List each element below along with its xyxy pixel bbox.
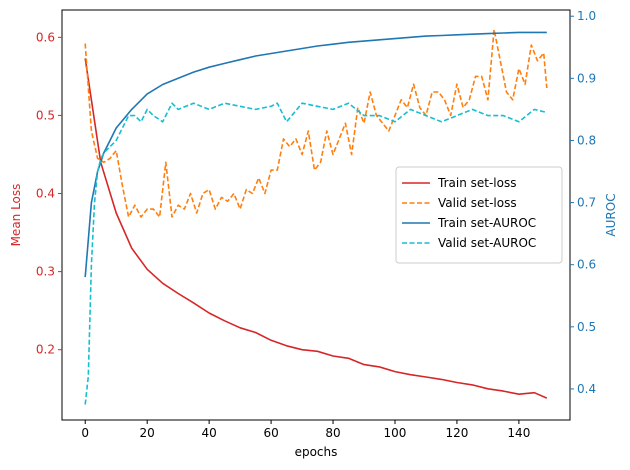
y-left-tick-label: 0.6 (36, 30, 55, 44)
x-tick-label: 60 (263, 426, 278, 440)
y-right-tick-label: 0.7 (577, 196, 596, 210)
x-tick-label: 0 (81, 426, 89, 440)
series-line-valid-set-auroc (84, 102, 547, 405)
x-axis: 0 20 40 60 80 100 120 140 (81, 420, 530, 440)
y-right-tick-label: 0.6 (577, 258, 596, 272)
y-axis-left: 0.2 0.3 0.4 0.5 0.6 (36, 30, 62, 357)
y-axis-left-title: Mean Loss (9, 184, 23, 247)
y-left-tick-label: 0.2 (36, 343, 55, 357)
y-right-tick-label: 1.0 (577, 9, 596, 23)
legend-box (395, 166, 563, 264)
plot-frame (61, 9, 571, 421)
legend-label: Valid set-AUROC (438, 236, 536, 250)
series-line-valid-set-loss (84, 28, 548, 218)
series-line-train-set-auroc (84, 31, 547, 278)
x-tick-label: 100 (384, 426, 407, 440)
y-left-tick-label: 0.3 (36, 265, 55, 279)
x-tick-label: 80 (325, 426, 340, 440)
y-axis-right: 0.4 0.5 0.6 0.7 0.8 0.9 1.0 (570, 9, 596, 396)
y-left-tick-label: 0.4 (36, 187, 55, 201)
x-tick-label: 40 (201, 426, 216, 440)
legend-label: Train set-AUROC (437, 216, 536, 230)
legend-items: Train set-loss Valid set-loss Train set-AU… (402, 176, 536, 250)
y-left-tick-label: 0.5 (36, 108, 55, 122)
legend-label: Valid set-loss (438, 196, 517, 210)
y-right-tick-label: 0.4 (577, 382, 596, 396)
y-axis-right-title: AUROC (604, 193, 618, 236)
series-line-train-set-loss (84, 58, 548, 399)
y-right-tick-label: 0.9 (577, 71, 596, 85)
y-right-tick-label: 0.5 (577, 320, 596, 334)
y-right-tick-label: 0.8 (577, 133, 596, 147)
legend-label: Train set-loss (437, 176, 516, 190)
x-axis-title: epochs (295, 445, 338, 459)
x-tick-label: 140 (507, 426, 530, 440)
series-layer (84, 28, 548, 405)
legend: Train set-loss Valid set-loss Train set-AU… (395, 166, 563, 264)
x-tick-label: 20 (140, 426, 155, 440)
x-tick-label: 120 (445, 426, 468, 440)
